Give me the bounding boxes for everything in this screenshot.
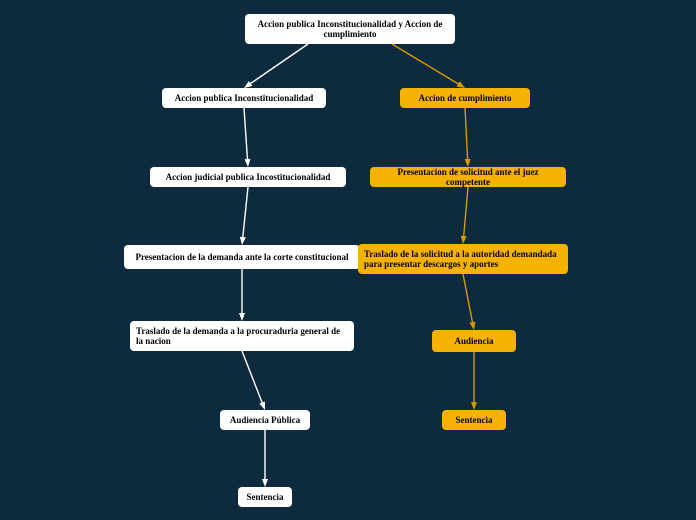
node-r4-label: Audiencia [454, 336, 493, 346]
node-r5-label: Sentencia [456, 415, 493, 425]
node-l6: Sentencia [238, 487, 292, 507]
node-r5: Sentencia [442, 410, 506, 430]
node-l5: Audiencia Pública [220, 410, 310, 430]
node-l3: Presentacion de la demanda ante la corte… [124, 245, 360, 269]
node-root-label: Accion publica Inconstitucionalidad y Ac… [251, 19, 449, 40]
node-r3: Traslado de la solicitud a la autoridad … [358, 244, 568, 274]
node-l1: Accion publica Inconstitucionalidad [162, 88, 326, 108]
node-l4: Traslado de la demanda a la procuraduria… [130, 321, 354, 351]
node-l2-label: Accion judicial publica Incostitucionali… [166, 172, 331, 182]
node-l1-label: Accion publica Inconstitucionalidad [175, 93, 314, 103]
node-l5-label: Audiencia Pública [230, 415, 300, 425]
flowchart-canvas: Accion publica Inconstitucionalidad y Ac… [0, 0, 696, 520]
node-r1: Accion de cumplimiento [400, 88, 530, 108]
node-root: Accion publica Inconstitucionalidad y Ac… [245, 14, 455, 44]
node-l2: Accion judicial publica Incostitucionali… [150, 167, 346, 187]
node-r2: Presentacion de solicitud ante el juez c… [370, 167, 566, 187]
node-r3-label: Traslado de la solicitud a la autoridad … [364, 249, 562, 270]
node-l4-label: Traslado de la demanda a la procuraduria… [136, 326, 348, 347]
node-r1-label: Accion de cumplimiento [419, 93, 512, 103]
node-r2-label: Presentacion de solicitud ante el juez c… [376, 167, 560, 188]
node-l6-label: Sentencia [247, 492, 284, 502]
node-r4: Audiencia [432, 330, 516, 352]
node-l3-label: Presentacion de la demanda ante la corte… [135, 252, 348, 262]
